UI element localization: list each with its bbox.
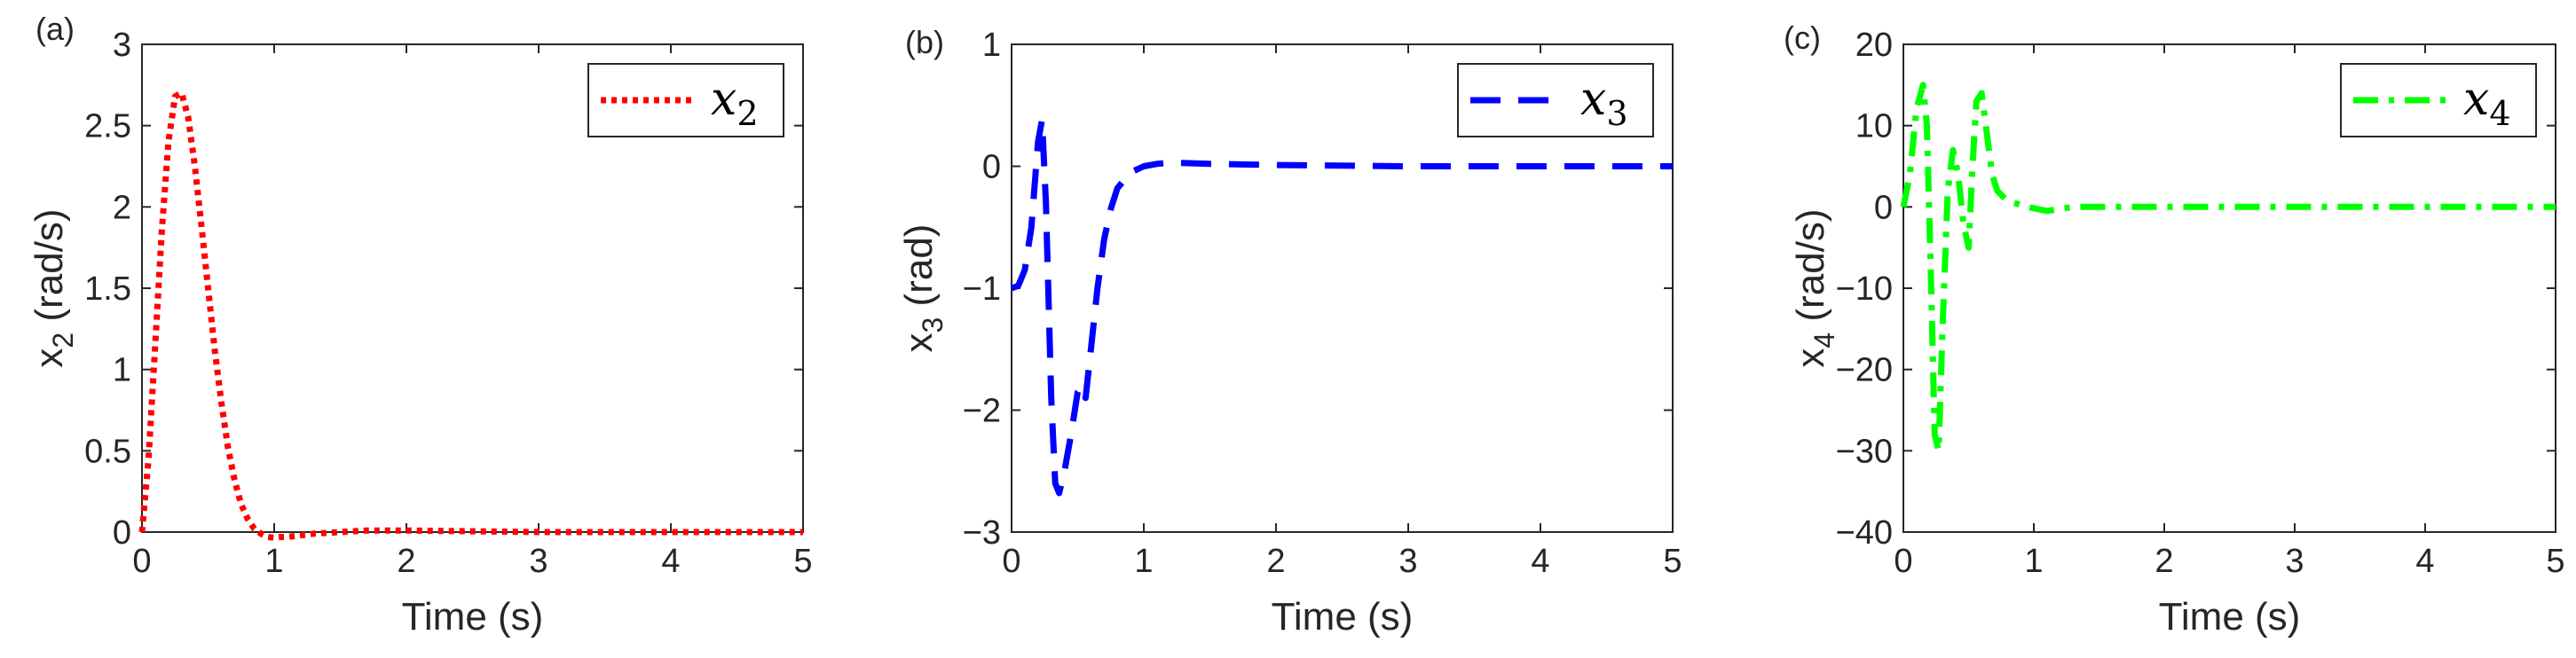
series-line-0 <box>138 90 803 541</box>
y-axis-label: x2 (rad/s) <box>28 208 79 367</box>
x-axis-label: Time (s) <box>2159 595 2301 638</box>
x-tick-label: 1 <box>2024 543 2043 580</box>
y-tick-label: −1 <box>963 270 1001 308</box>
y-tick-label: 0 <box>982 149 1001 186</box>
series-line-0 <box>1900 82 2556 454</box>
y-tick-label: 20 <box>1855 27 1893 64</box>
legend-label: x2 <box>711 73 759 133</box>
x-tick-label: 0 <box>1002 543 1020 580</box>
panel-label: (b) <box>905 24 944 60</box>
y-tick-label: −2 <box>963 393 1001 430</box>
x-tick-label: 0 <box>132 543 151 580</box>
legend: x2 <box>587 63 784 137</box>
x-tick-label: 1 <box>264 543 283 580</box>
legend: x4 <box>2340 63 2537 137</box>
x-tick-label: 3 <box>2285 543 2304 580</box>
chart-panel-0: (a) 0 1 2 3 4 5 0 0.5 1 1.5 2 2.5 3 Time (s) x2 (rad/s)… <box>28 11 813 638</box>
y-tick-label: 1 <box>982 27 1001 64</box>
legend-label: x4 <box>2463 73 2511 133</box>
chart-panel-1: (b) 0 1 2 3 4 5 −3 −2 −1 0 1 Time (s) x3 (rad) x3 <box>897 24 1682 638</box>
x-tick-label: 5 <box>793 543 812 580</box>
y-axis-label: x3 (rad) <box>897 224 949 353</box>
x-axis-label: Time (s) <box>402 595 544 638</box>
legend: x3 <box>1457 63 1654 137</box>
y-tick-label: 2.5 <box>84 108 131 145</box>
y-tick-label: 1.5 <box>84 270 131 308</box>
y-axis-label: x4 (rad/s) <box>1789 208 1840 367</box>
y-tick-label: 0 <box>1874 189 1893 226</box>
x-tick-label: 0 <box>1894 543 1912 580</box>
x-tick-label: 3 <box>529 543 547 580</box>
panel-label: (c) <box>1784 20 1821 56</box>
y-tick-label: 2 <box>113 189 131 226</box>
x-axis-label: Time (s) <box>1272 595 1414 638</box>
y-tick-label: −20 <box>1836 352 1893 389</box>
y-tick-label: −30 <box>1836 433 1893 470</box>
y-tick-label: 3 <box>113 27 131 64</box>
x-tick-label: 3 <box>1398 543 1417 580</box>
x-tick-label: 4 <box>2415 543 2434 580</box>
legend-label: x3 <box>1580 73 1628 133</box>
y-tick-label: −10 <box>1836 270 1893 308</box>
x-tick-label: 5 <box>1663 543 1682 580</box>
x-tick-label: 2 <box>2155 543 2173 580</box>
y-tick-label: 1 <box>113 352 131 389</box>
x-tick-label: 5 <box>2546 543 2564 580</box>
y-tick-label: −40 <box>1836 514 1893 552</box>
x-tick-label: 4 <box>1531 543 1549 580</box>
chart-panel-2: (c) 0 1 2 3 4 5 −40 −30 −20 −10 0 10 20 Time (s) x4 (ra… <box>1784 20 2565 638</box>
y-tick-label: −3 <box>963 514 1001 552</box>
series-line-0 <box>1010 116 1673 497</box>
panel-label: (a) <box>35 11 75 47</box>
x-tick-label: 1 <box>1134 543 1153 580</box>
y-tick-label: 10 <box>1855 108 1893 145</box>
x-tick-label: 2 <box>1266 543 1285 580</box>
x-tick-label: 2 <box>397 543 415 580</box>
y-tick-label: 0 <box>113 514 131 552</box>
x-tick-label: 4 <box>661 543 680 580</box>
y-tick-label: 0.5 <box>84 433 131 470</box>
